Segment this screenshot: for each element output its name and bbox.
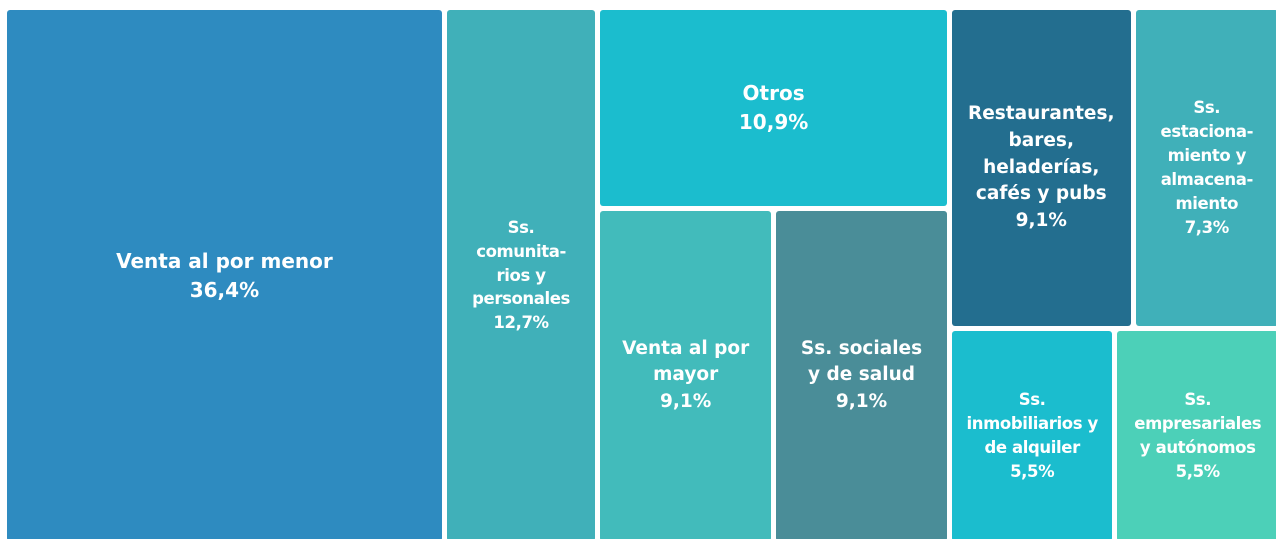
treemap-cell: Ss. estaciona- miento y almacena- miento… (1135, 10, 1276, 326)
cell-value-label: 7,3% (1184, 217, 1230, 237)
cell-value-label: 12,7% (493, 313, 549, 333)
cell-label: Ss. sociales y de salud (800, 337, 923, 386)
cell-value-label: 36,4% (189, 277, 260, 302)
cell-value-label: 5,5% (1010, 461, 1055, 481)
treemap-cell: Ss. sociales y de salud 9,1% (776, 210, 947, 539)
treemap-cell: Ss. comunita- rios y personales 12,7% (446, 10, 596, 539)
cell-label: Venta al por menor (116, 248, 333, 273)
cell-value-label: 9,1% (835, 391, 888, 413)
treemap-cell: Venta al por mayor 9,1% (600, 210, 772, 539)
cell-label: Ss. empresariales y autónomos (1134, 390, 1262, 457)
cell-label: Ss. estaciona- miento y almacena- miento (1160, 98, 1254, 213)
cell-label: Venta al por mayor (622, 337, 750, 386)
cell-label: Ss. comunita- rios y personales (472, 217, 570, 309)
treemap-cell: Venta al por menor 36,4% (7, 10, 442, 539)
cell-label: Ss. inmobiliarios y de alquiler (966, 390, 1099, 457)
cell-label: Otros (742, 80, 805, 105)
treemap-cell: Restaurantes, bares, heladerías, cafés y… (951, 10, 1131, 326)
cell-value-label: 10,9% (738, 109, 809, 134)
cell-label: Restaurantes, bares, heladerías, cafés y… (968, 102, 1115, 205)
cell-value-label: 9,1% (660, 391, 712, 413)
cell-value-label: 5,5% (1175, 461, 1221, 481)
cell-value-label: 9,1% (1015, 210, 1067, 232)
treemap-cell: Ss. inmobiliarios y de alquiler 5,5% (951, 330, 1113, 539)
treemap-cell: Ss. empresariales y autónomos 5,5% (1117, 330, 1276, 539)
treemap-cell: Otros 10,9% (600, 10, 947, 206)
